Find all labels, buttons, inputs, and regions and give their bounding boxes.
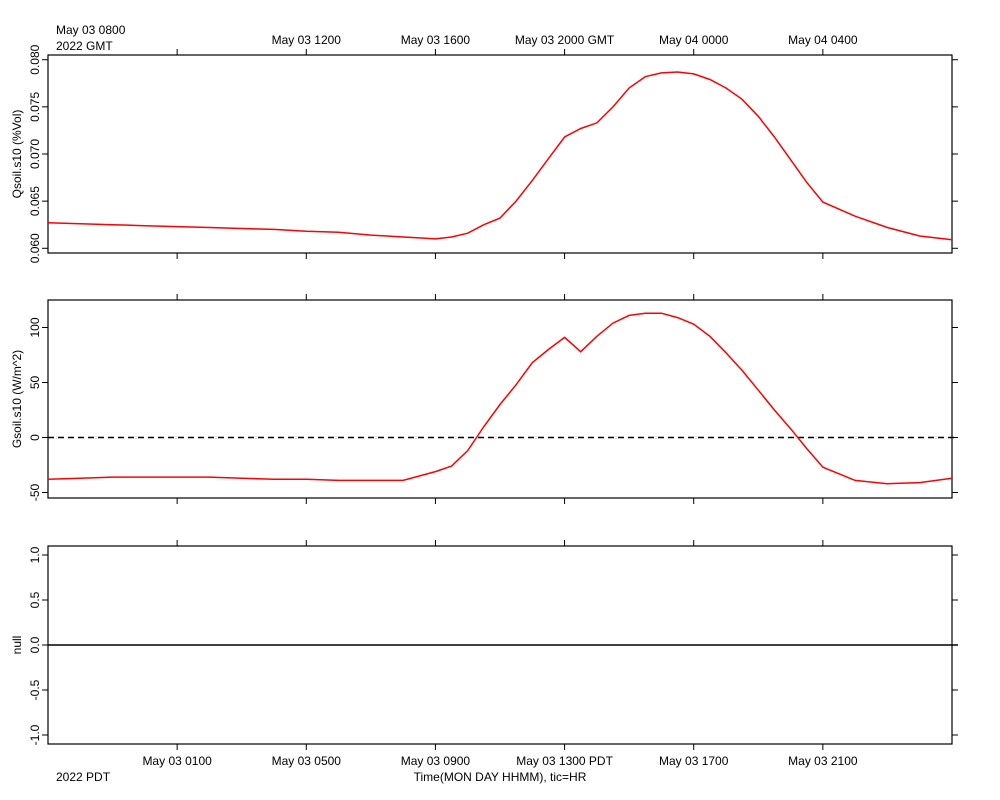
panel-3-ytick-label: -1.0 (28, 724, 42, 745)
panel-3-ytick-label: 0.5 (28, 591, 42, 608)
bottom-axis-tick-label: May 03 0900 (401, 754, 471, 768)
top-axis-tick-label: May 03 1600 (401, 33, 471, 47)
panel-1-frame (47, 54, 953, 254)
panel-3-ytick-label: 1.0 (28, 546, 42, 563)
panel-3-ylabel: null (10, 636, 24, 655)
panel-1-ytick-label: 0.075 (28, 92, 42, 122)
x-axis-title: Time(MON DAY HHMM), tic=HR (414, 770, 587, 784)
panel-1-ytick-label: 0.065 (28, 186, 42, 216)
bottom-axis-tick-label: May 03 1300 PDT (516, 754, 613, 768)
panel-1-ytick-label: 0.070 (28, 139, 42, 169)
panel-3-ytick-label: -0.5 (28, 679, 42, 700)
top-axis-tick-label: May 03 1200 (272, 33, 342, 47)
panel-2-ytick-label: 50 (28, 376, 42, 390)
panel-2-ytick-label: 0 (28, 434, 42, 441)
top-axis-tick-label: May 04 0400 (788, 33, 858, 47)
top-axis-tick-label: May 04 0000 (659, 33, 729, 47)
panel-1-ytick-label: 0.060 (28, 233, 42, 263)
bottom-axis-tick-label: May 03 0500 (272, 754, 342, 768)
panel-1-series-line (47, 71, 953, 241)
top-axis-start-line2: 2022 GMT (56, 39, 113, 53)
top-axis-tick-label: May 03 2000 GMT (515, 33, 615, 47)
panel-2-series-line (47, 312, 953, 485)
panel-2-ytick-label: 100 (28, 317, 42, 337)
bottom-axis-tick-label: May 03 1700 (659, 754, 729, 768)
panel-1-ytick-label: 0.080 (28, 44, 42, 74)
bottom-axis-tick-label: May 03 2100 (788, 754, 858, 768)
panel-1-ylabel: Qsoil.s10 (%Vol) (10, 110, 24, 199)
panel-2-frame (47, 299, 953, 499)
panel-2-ytick-label: -50 (28, 484, 42, 502)
top-axis-start-line1: May 03 0800 (56, 23, 126, 37)
panel-3-ytick-label: 0.0 (28, 636, 42, 653)
panel-2-ylabel: Gsoil.s10 (W/m^2) (10, 350, 24, 448)
bottom-axis-start-line2: 2022 PDT (56, 770, 111, 784)
bottom-axis-tick-label: May 03 0100 (142, 754, 212, 768)
